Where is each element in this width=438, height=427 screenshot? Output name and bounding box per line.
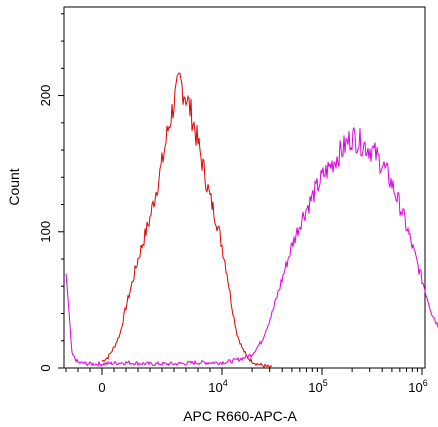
y-axis: 0 100 200 <box>38 13 64 372</box>
series-layer <box>65 72 438 369</box>
histogram-series-2 <box>65 127 438 367</box>
histogram-series-1 <box>101 72 273 369</box>
x-axis: 0 104 105 106 <box>65 368 428 395</box>
y-tick-label: 100 <box>38 221 53 243</box>
x-tick-label: 0 <box>98 380 105 395</box>
y-tick-label: 200 <box>38 85 53 107</box>
x-tick-label: 104 <box>208 378 227 395</box>
y-axis-label: Count <box>6 168 22 205</box>
x-tick-label: 106 <box>408 378 427 395</box>
y-tick-label: 0 <box>38 364 53 371</box>
x-axis-label: APC R660-APC-A <box>183 408 297 424</box>
plot-frame <box>63 6 426 369</box>
x-tick-label: 105 <box>308 378 327 395</box>
